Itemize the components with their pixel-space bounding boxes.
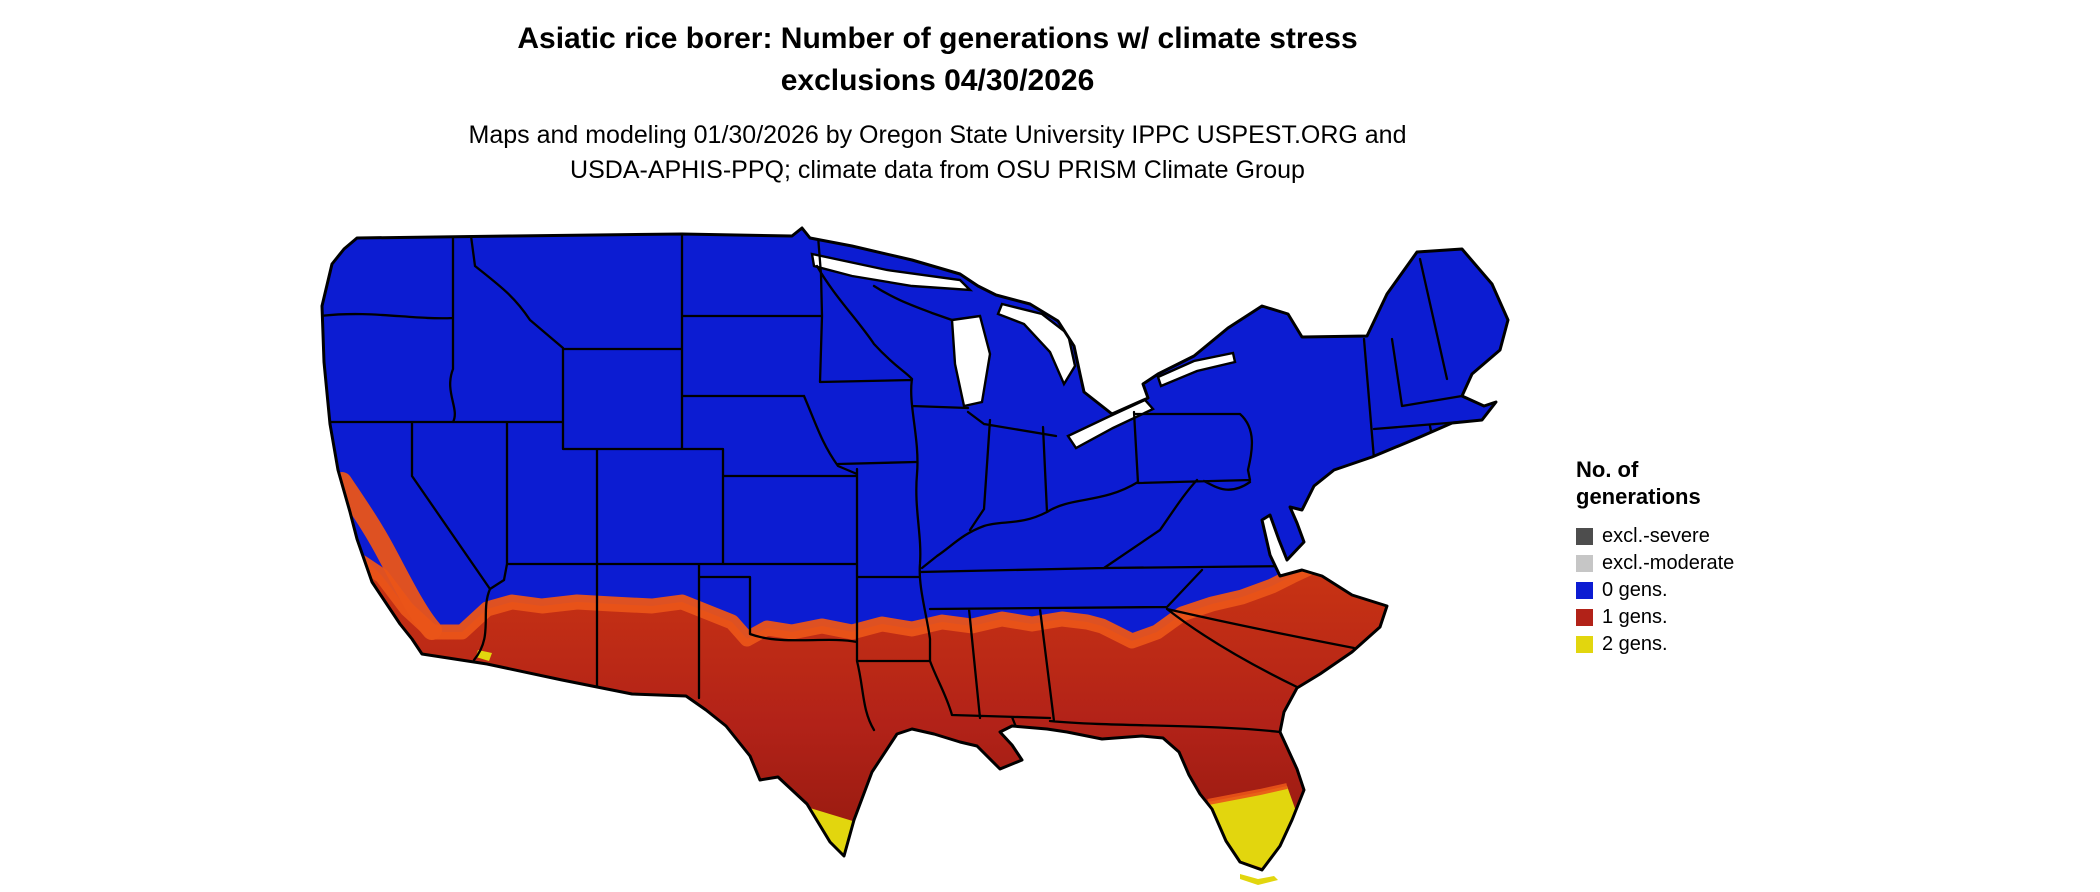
legend-item-0-gens: 0 gens. (1576, 577, 1734, 604)
transition-band (344, 548, 1315, 649)
lake-michigan (950, 314, 992, 408)
header: Asiatic rice borer: Number of generation… (0, 18, 1875, 188)
legend: No. of generations excl.-severe excl.-mo… (1576, 456, 1734, 658)
lake-erie (1066, 398, 1155, 450)
legend-item-label: excl.-severe (1602, 525, 1710, 547)
legend-item-label: 1 gens. (1602, 606, 1668, 628)
california-transition-band (332, 472, 442, 640)
state-borders (322, 234, 1464, 734)
legend-item-1-gens: 1 gens. (1576, 604, 1734, 631)
legend-item-label: 2 gens. (1602, 633, 1668, 655)
region-two-gens-florida (1208, 786, 1297, 868)
legend-item-excl-moderate: excl.-moderate (1576, 550, 1734, 577)
legend-swatch-icon (1576, 636, 1593, 653)
us-generations-map (320, 226, 1510, 885)
legend-swatch-icon (1576, 528, 1593, 545)
legend-title: No. of generations (1576, 457, 1701, 509)
map-subtitle: Maps and modeling 01/30/2026 by Oregon S… (0, 118, 1875, 188)
map-subtitle-line1: Maps and modeling 01/30/2026 by Oregon S… (468, 121, 1407, 149)
legend-item-excl-severe: excl.-severe (1576, 523, 1734, 550)
legend-item-label: excl.-moderate (1602, 552, 1735, 574)
us-outline (320, 226, 1510, 872)
lake-huron (996, 302, 1077, 387)
legend-swatch-icon (1576, 555, 1593, 572)
map-title: Asiatic rice borer: Number of generation… (0, 18, 1875, 102)
florida-transition-edge (1207, 783, 1288, 805)
region-two-gens-texas-tip (810, 808, 856, 856)
map-title-line2: exclusions 04/30/2026 (780, 64, 1095, 97)
lake-ontario (1156, 351, 1237, 388)
legend-swatch-icon (1576, 609, 1593, 626)
map-subtitle-line2: USDA-APHIS-PPQ; climate data from OSU PR… (570, 156, 1305, 184)
legend-swatch-icon (1576, 582, 1593, 599)
map-title-line1: Asiatic rice borer: Number of generation… (517, 22, 1358, 55)
legend-rows: excl.-severe excl.-moderate 0 gens. 1 ge… (1576, 523, 1734, 658)
legend-item-2-gens: 2 gens. (1576, 631, 1734, 658)
legend-item-label: 0 gens. (1602, 579, 1668, 601)
florida-keys (1240, 874, 1278, 885)
